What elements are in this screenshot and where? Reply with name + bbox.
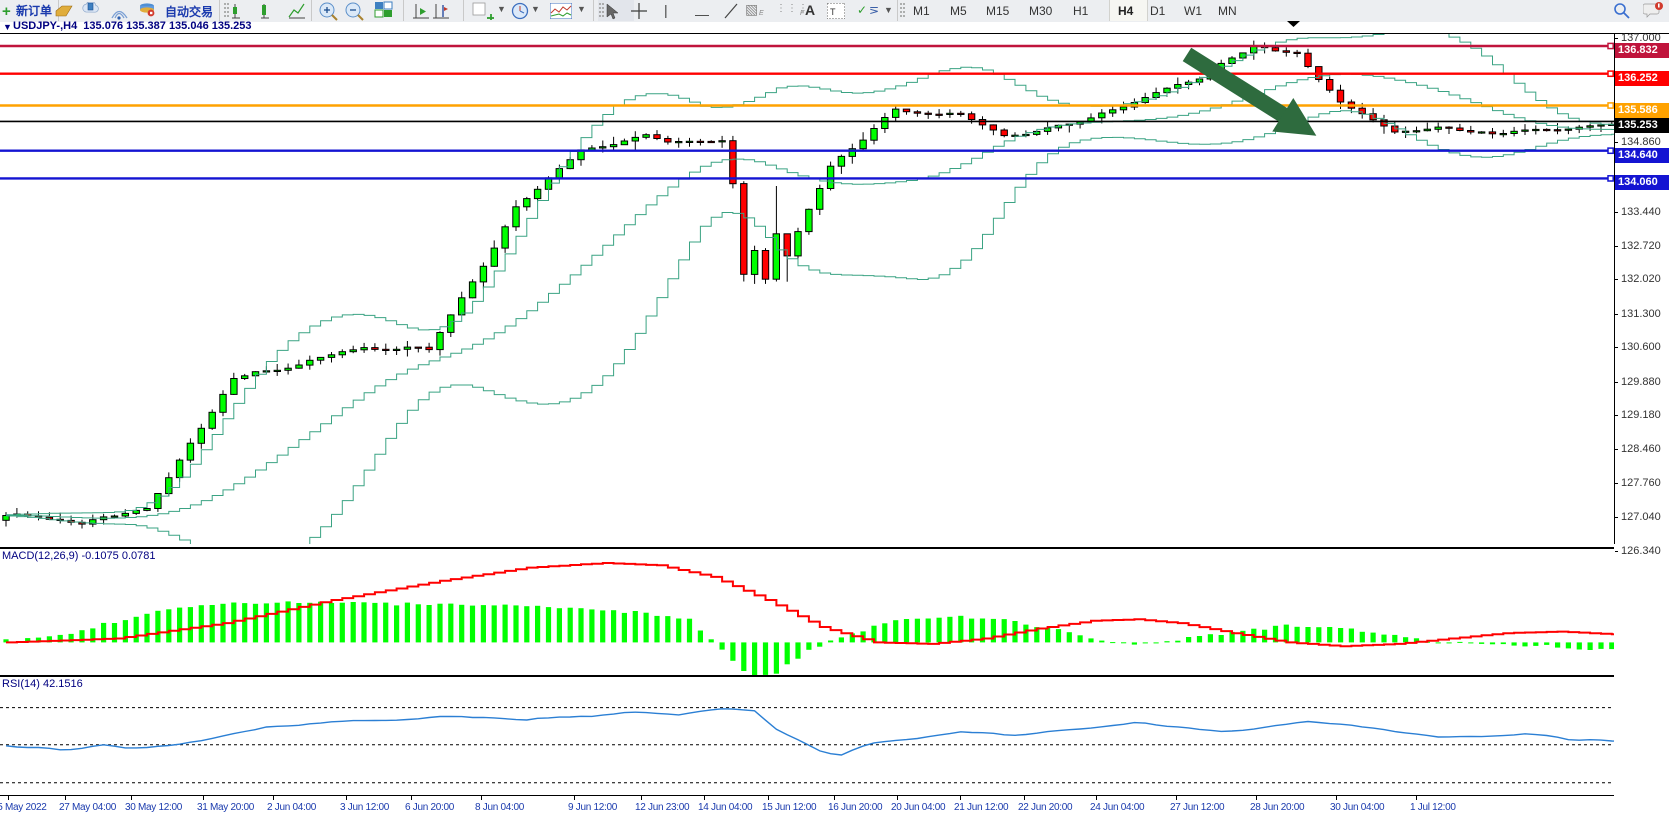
svg-text:T: T [830,7,836,17]
